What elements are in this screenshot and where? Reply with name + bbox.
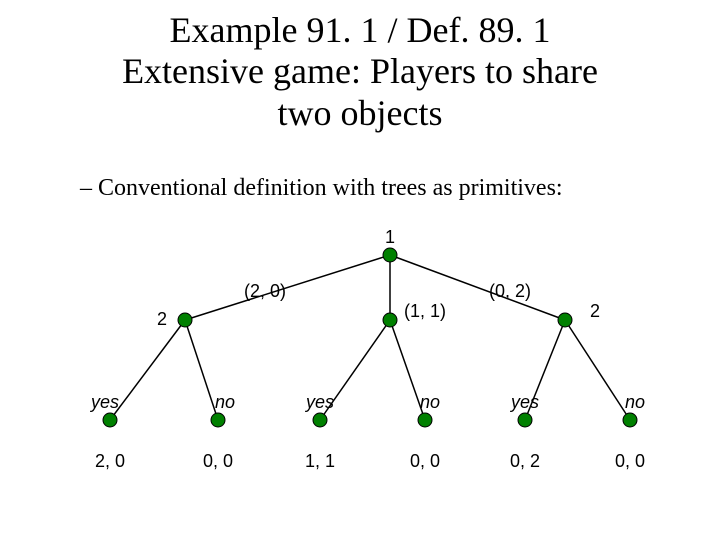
- tree-label: no: [215, 392, 235, 412]
- tree-label: (0, 2): [489, 281, 531, 301]
- tree-node: [383, 248, 397, 262]
- tree-edge: [110, 320, 185, 420]
- tree-label: no: [420, 392, 440, 412]
- game-tree: 1 (2, 0) (1, 1) (0, 2) 2 2 yes no yes no yes no 2, 0…: [0, 225, 720, 525]
- tree-nodes: [103, 248, 637, 427]
- tree-label: 2: [590, 301, 600, 321]
- tree-label: 0, 2: [510, 451, 540, 471]
- tree-node: [558, 313, 572, 327]
- tree-label: 1: [385, 227, 395, 247]
- tree-label: yes: [89, 392, 119, 412]
- tree-node: [211, 413, 225, 427]
- subtitle-dash: –: [80, 175, 92, 201]
- tree-label: no: [625, 392, 645, 412]
- tree-label: yes: [304, 392, 334, 412]
- slide-title: Example 91. 1 / Def. 89. 1 Extensive gam…: [0, 10, 720, 134]
- tree-node: [418, 413, 432, 427]
- tree-label: 2, 0: [95, 451, 125, 471]
- tree-node: [313, 413, 327, 427]
- tree-label: 2: [157, 309, 167, 329]
- title-line3: two objects: [278, 93, 443, 133]
- tree-node: [178, 313, 192, 327]
- subtitle-text: Conventional definition with trees as pr…: [98, 175, 563, 201]
- tree-node: [103, 413, 117, 427]
- tree-label: 0, 0: [410, 451, 440, 471]
- tree-label: 1, 1: [305, 451, 335, 471]
- tree-label: 0, 0: [615, 451, 645, 471]
- tree-edge: [185, 255, 390, 320]
- tree-node: [623, 413, 637, 427]
- tree-label: yes: [509, 392, 539, 412]
- tree-node: [383, 313, 397, 327]
- tree-label: (1, 1): [404, 301, 446, 321]
- tree-labels: 1 (2, 0) (1, 1) (0, 2) 2 2 yes no yes no yes no 2, 0…: [89, 227, 645, 471]
- tree-label: (2, 0): [244, 281, 286, 301]
- tree-edges: [110, 255, 630, 420]
- tree-edge: [565, 320, 630, 420]
- title-line1: Example 91. 1 / Def. 89. 1: [170, 10, 551, 50]
- tree-label: 0, 0: [203, 451, 233, 471]
- title-line2: Extensive game: Players to share: [122, 51, 598, 91]
- subtitle: – Conventional definition with trees as …: [80, 175, 563, 202]
- tree-node: [518, 413, 532, 427]
- tree-edge: [185, 320, 218, 420]
